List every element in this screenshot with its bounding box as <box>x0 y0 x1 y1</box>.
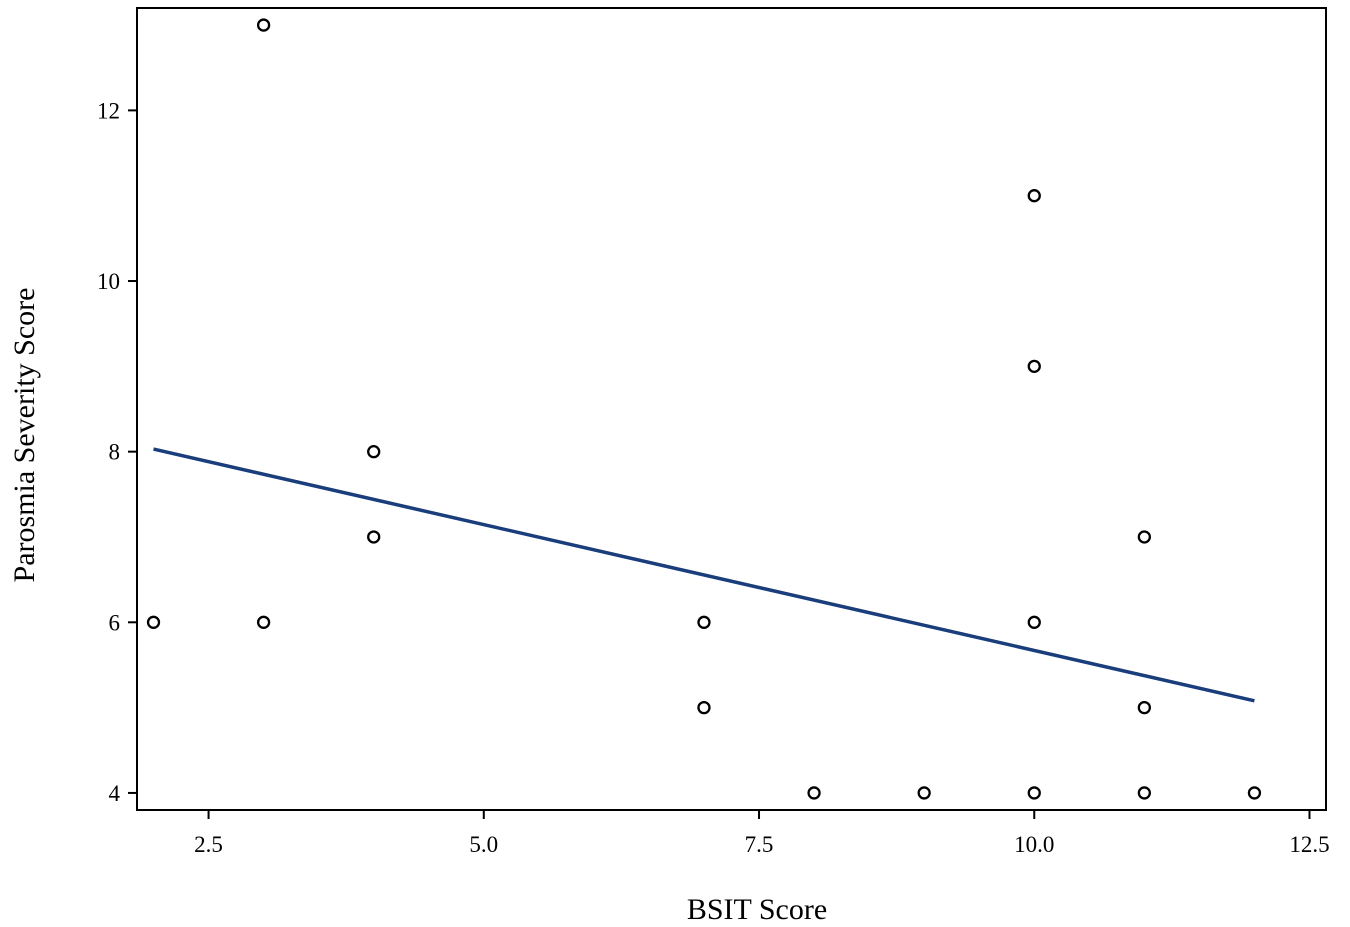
plot-frame <box>136 7 1327 811</box>
data-point <box>917 786 931 800</box>
y-tick-label: 4 <box>109 781 121 806</box>
y-axis-title: Parosmia Severity Score <box>8 288 41 583</box>
data-point <box>697 700 711 715</box>
data-point <box>146 615 161 629</box>
data-point <box>1137 530 1151 544</box>
y-tick-label: 10 <box>97 269 120 294</box>
data-point <box>1027 189 1041 203</box>
data-point <box>256 18 271 32</box>
data-point <box>1027 359 1041 373</box>
x-tick-label: 12.5 <box>1289 832 1329 857</box>
data-point <box>1247 786 1262 800</box>
data-point <box>367 530 381 544</box>
x-tick-label: 10.0 <box>1014 832 1054 857</box>
x-tick-label: 2.5 <box>194 832 223 857</box>
data-point <box>1027 786 1041 800</box>
trend-line <box>153 447 1255 703</box>
y-tick-label: 12 <box>97 98 120 123</box>
y-tick-label: 6 <box>109 610 121 635</box>
data-point <box>1027 615 1041 629</box>
x-tick-label: 5.0 <box>469 832 498 857</box>
trend-line-layer <box>153 447 1255 703</box>
data-point <box>367 445 381 459</box>
data-point <box>697 615 711 629</box>
data-point <box>1137 700 1151 715</box>
y-tick-label: 8 <box>109 440 121 465</box>
data-point <box>1137 786 1151 800</box>
data-points <box>146 18 1262 800</box>
data-point <box>256 615 271 629</box>
x-axis-title: BSIT Score <box>687 893 827 926</box>
y-axis: 4 6 8 10 12 <box>97 98 137 806</box>
data-point <box>807 786 821 800</box>
x-tick-label: 7.5 <box>745 832 774 857</box>
x-axis: 2.5 5.0 7.5 10.0 12.5 <box>194 810 1330 857</box>
